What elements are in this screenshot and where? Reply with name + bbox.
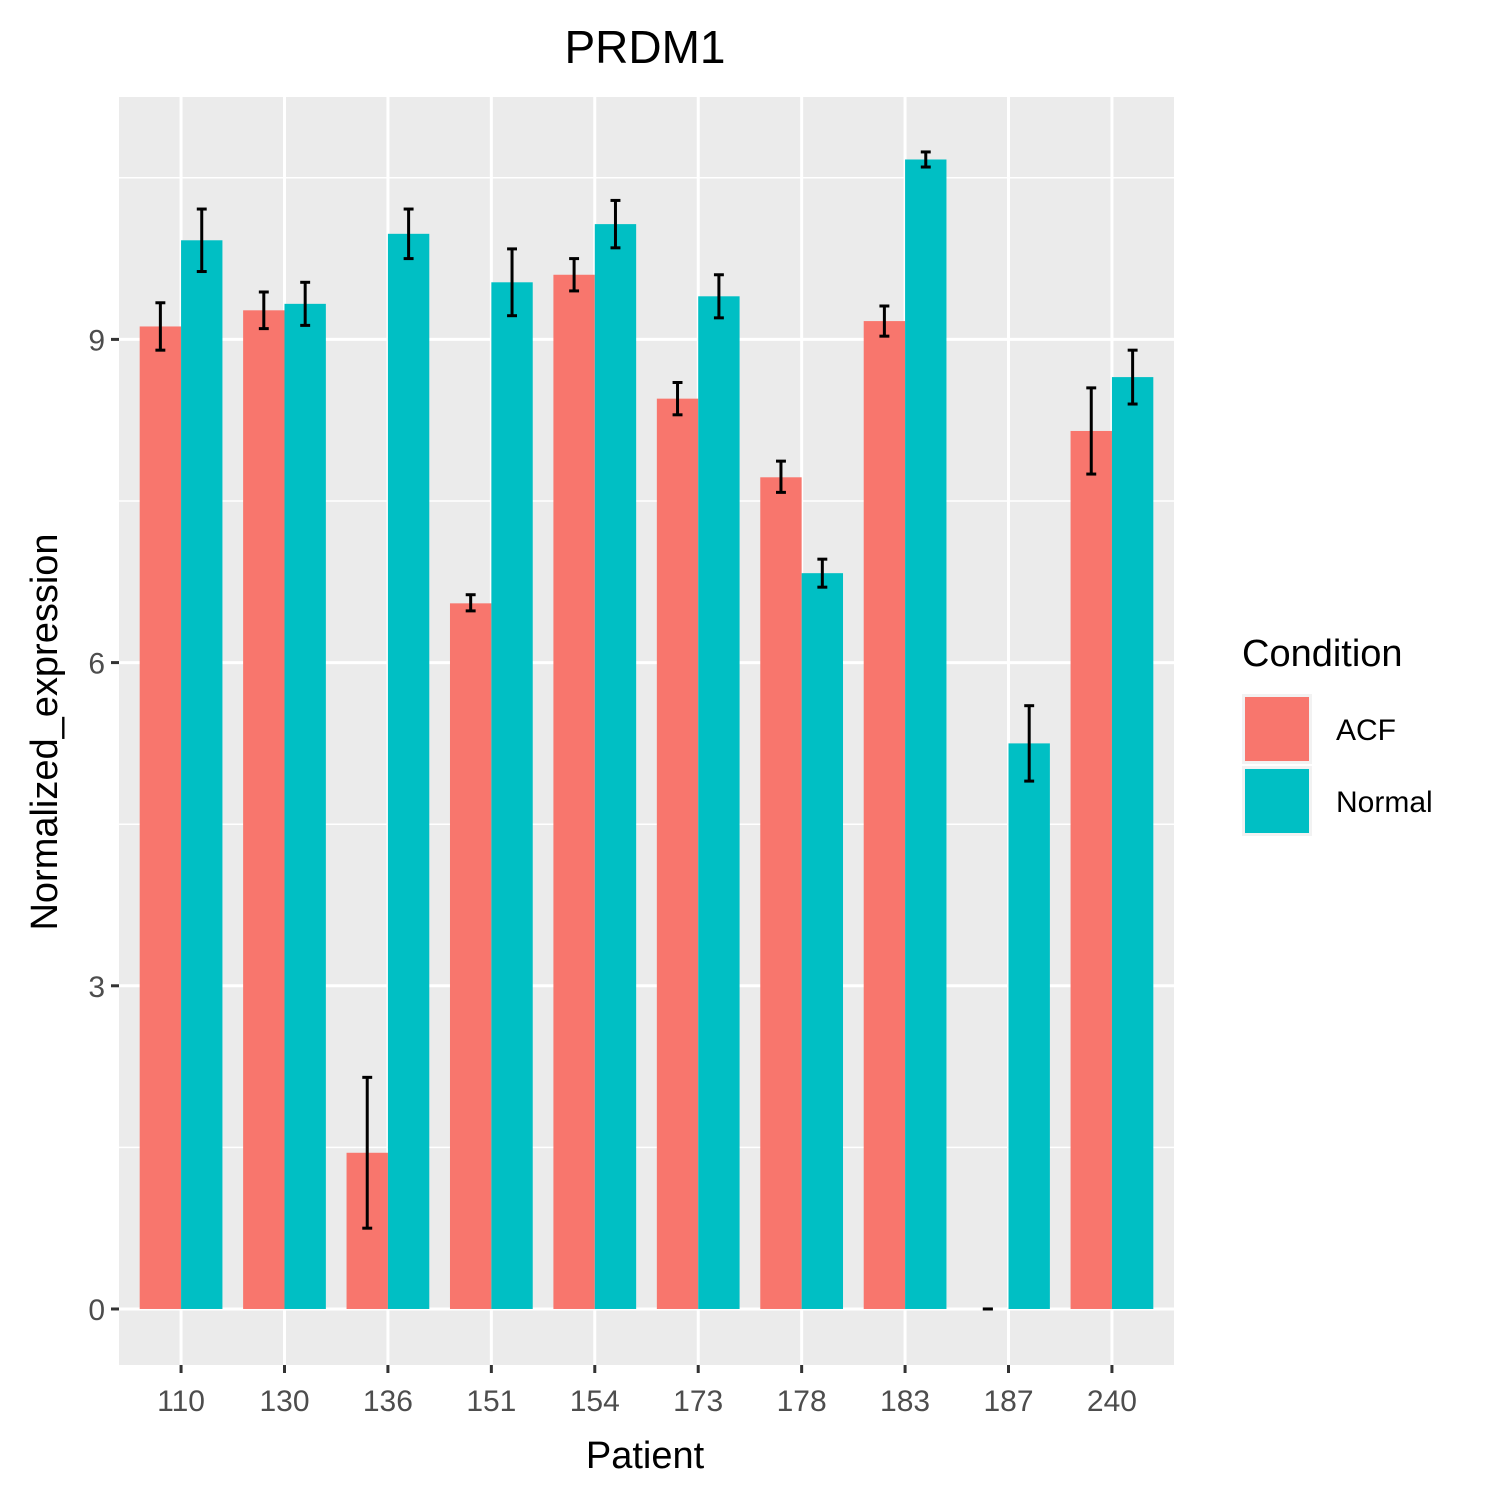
x-tick-label: 154 [570, 1385, 620, 1418]
error-bar-acf-183 [879, 304, 890, 338]
error-bar-acf-130 [258, 290, 269, 331]
x-tick-label: 151 [466, 1385, 516, 1418]
x-tick-label: 130 [259, 1385, 309, 1418]
error-bar-normal-136 [403, 207, 414, 261]
legend-swatch-acf [1245, 697, 1309, 761]
x-tick-label: 173 [673, 1385, 723, 1418]
error-bar-normal-110 [196, 207, 207, 274]
bar-acf-110 [139, 326, 182, 1309]
legend-label-normal: Normal [1336, 786, 1433, 819]
y-tick-label: 0 [88, 1294, 105, 1327]
error-bar-acf-110 [155, 301, 166, 352]
bar-acf-173 [656, 398, 699, 1309]
error-bar-normal-130 [300, 280, 311, 327]
bar-normal-240 [1111, 377, 1154, 1309]
error-bar-normal-240 [1127, 348, 1138, 406]
bar-normal-130 [284, 303, 326, 1309]
error-bar-acf-240 [1086, 386, 1097, 476]
bar-normal-183 [905, 159, 947, 1309]
error-bar-acf-178 [775, 459, 786, 494]
y-axis-title: Normalized_expression [24, 533, 66, 930]
error-bars [155, 150, 1138, 1311]
x-tick-label: 110 [157, 1385, 205, 1418]
legend-label-acf: ACF [1336, 714, 1396, 747]
error-bar-normal-178 [817, 557, 828, 589]
bar-acf-151 [449, 603, 492, 1309]
bar-acf-240 [1070, 430, 1112, 1309]
bar-normal-154 [594, 224, 637, 1309]
y-tick-label: 3 [88, 971, 105, 1004]
bar-normal-187 [1008, 743, 1050, 1309]
x-axis: 110 130 136 151 154 173 178 183 187 240 [157, 1365, 1137, 1418]
legend-swatch-normal [1245, 769, 1309, 833]
y-tick-label: 6 [88, 648, 105, 681]
y-axis: 0 3 6 9 [88, 324, 119, 1327]
x-tick-label: 240 [1087, 1385, 1137, 1418]
error-bar-normal-183 [920, 150, 931, 169]
bar-normal-110 [181, 240, 223, 1309]
error-bar-acf-154 [569, 257, 580, 293]
legend-items: ACF Normal [1242, 694, 1433, 836]
x-tick-label: 136 [363, 1385, 413, 1418]
error-bar-acf-136 [362, 1075, 373, 1230]
error-bar-normal-173 [713, 273, 724, 320]
x-tick-label: 178 [777, 1385, 827, 1418]
error-bar-normal-151 [507, 247, 518, 318]
bar-acf-178 [760, 477, 802, 1309]
error-bar-normal-154 [610, 198, 621, 250]
bars [139, 159, 1154, 1309]
bar-normal-151 [491, 282, 533, 1309]
bar-acf-130 [243, 310, 285, 1309]
chart-title: PRDM1 [564, 21, 725, 73]
bar-normal-173 [698, 296, 740, 1309]
x-tick-label: 187 [983, 1385, 1033, 1418]
bar-acf-154 [553, 274, 595, 1309]
legend: Condition ACF Normal [1242, 633, 1433, 836]
error-bar-acf-151 [465, 593, 476, 613]
bar-normal-178 [801, 573, 844, 1309]
error-bar-acf-173 [672, 380, 683, 417]
y-tick-label: 9 [88, 324, 105, 357]
x-axis-title: Patient [586, 1435, 705, 1477]
x-tick-label: 183 [880, 1385, 930, 1418]
bar-acf-183 [863, 321, 906, 1309]
legend-title: Condition [1242, 633, 1403, 675]
bar-normal-136 [387, 233, 430, 1309]
error-bar-normal-187 [1024, 704, 1035, 783]
